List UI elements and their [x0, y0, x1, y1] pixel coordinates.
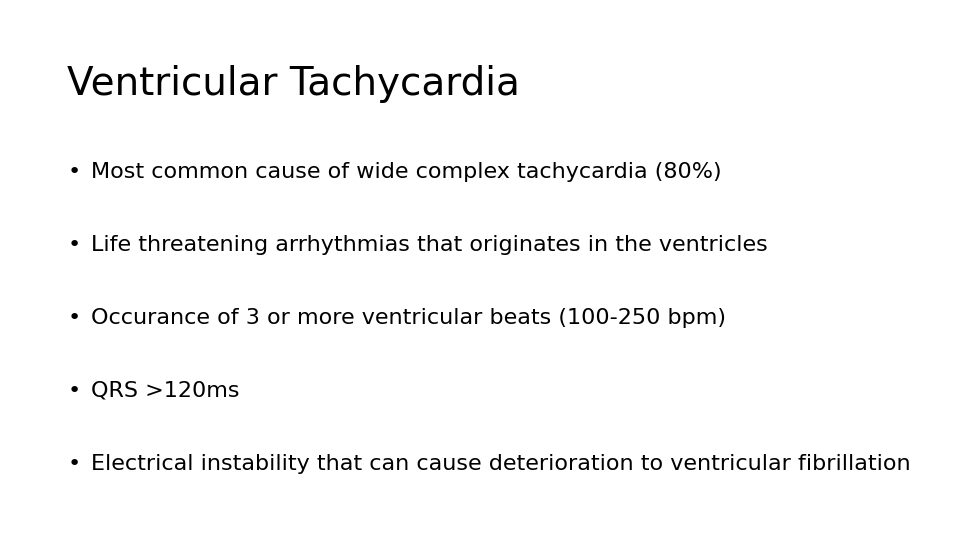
Text: •: • [67, 162, 81, 182]
Text: •: • [67, 381, 81, 401]
Text: Electrical instability that can cause deterioration to ventricular fibrillation: Electrical instability that can cause de… [91, 454, 911, 474]
Text: •: • [67, 308, 81, 328]
Text: Ventricular Tachycardia: Ventricular Tachycardia [67, 65, 520, 103]
Text: •: • [67, 454, 81, 474]
Text: QRS >120ms: QRS >120ms [91, 381, 240, 401]
Text: Life threatening arrhythmias that originates in the ventricles: Life threatening arrhythmias that origin… [91, 235, 768, 255]
Text: •: • [67, 235, 81, 255]
Text: Most common cause of wide complex tachycardia (80%): Most common cause of wide complex tachyc… [91, 162, 722, 182]
Text: Occurance of 3 or more ventricular beats (100-250 bpm): Occurance of 3 or more ventricular beats… [91, 308, 726, 328]
